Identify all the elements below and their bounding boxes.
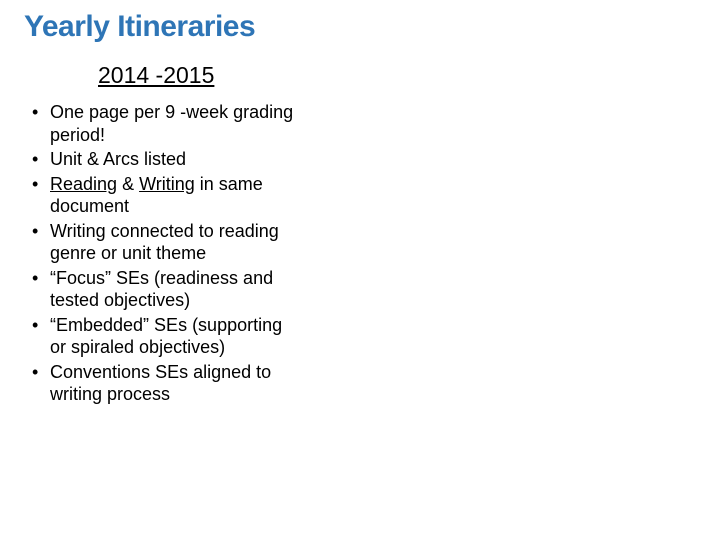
list-item: Writing connected to reading genre or un… [24,220,300,265]
list-item: “Focus” SEs (readiness and tested object… [24,267,300,312]
slide-title: Yearly Itineraries [0,10,720,44]
list-item: Conventions SEs aligned to writing proce… [24,361,300,406]
list-item: One page per 9 -week grading period! [24,101,300,146]
list-item: “Embedded” SEs (supporting or spiraled o… [24,314,300,359]
slide-subtitle: 2014 -2015 [0,62,720,89]
list-item: Unit & Arcs listed [24,148,300,171]
underlined-text: Writing [139,174,195,194]
text-fragment: & [117,174,139,194]
list-item: Reading & Writing in same document [24,173,300,218]
underlined-text: Reading [50,174,117,194]
slide: Yearly Itineraries 2014 -2015 One page p… [0,0,720,540]
bullet-list: One page per 9 -week grading period! Uni… [0,101,300,406]
